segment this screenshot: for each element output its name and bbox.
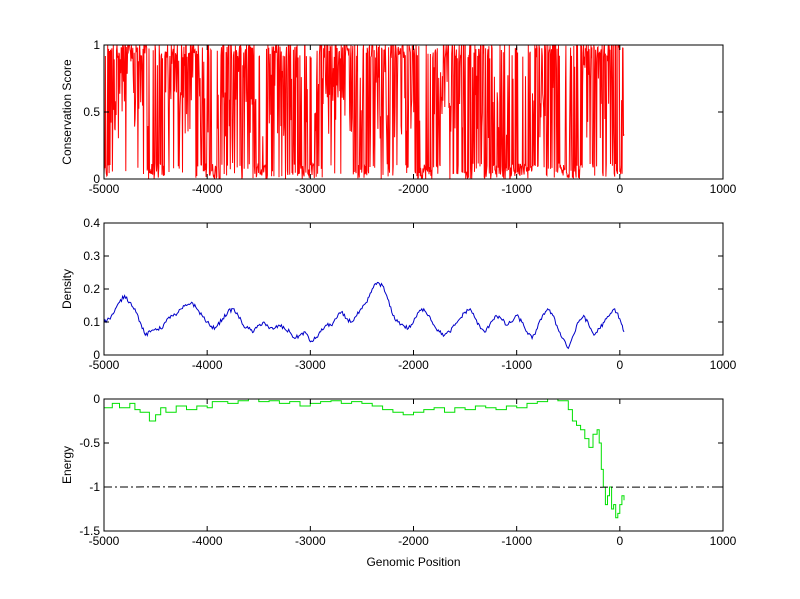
y-tick-label: 0 xyxy=(93,172,100,186)
x-tick-label: 1000 xyxy=(710,534,737,548)
conservation-score-panel: -5000 -4000 -3000 -2000 -1000 0 1000 0 0.5 1 Conse… xyxy=(60,38,737,196)
x-tick-label: -2000 xyxy=(398,358,429,372)
energy-panel: -5000 -4000 -3000 -2000 -1000 0 1000 -1.5 -1 -0.5… xyxy=(60,392,737,569)
x-tick-label: 1000 xyxy=(710,182,737,196)
x-tick-label: -4000 xyxy=(192,358,223,372)
y-tick-label: -1.5 xyxy=(79,524,100,538)
y-tick-label: 0 xyxy=(93,392,100,406)
y-tick-label: 0.3 xyxy=(83,249,100,263)
series-line xyxy=(104,399,625,519)
y-tick-label: 0 xyxy=(93,348,100,362)
y-tick-label: 0.2 xyxy=(83,282,100,296)
x-tick-label: -5000 xyxy=(89,182,120,196)
y-tick-label: 0.5 xyxy=(83,105,100,119)
x-tick-label: -5000 xyxy=(89,358,120,372)
x-tick-label: 1000 xyxy=(710,358,737,372)
y-tick-label: 0.1 xyxy=(83,315,100,329)
x-tick-label: -4000 xyxy=(192,182,223,196)
x-tick-label: -1000 xyxy=(501,534,532,548)
series-line xyxy=(104,486,723,488)
axes-box xyxy=(103,398,724,532)
x-tick-label: -3000 xyxy=(295,534,326,548)
x-tick-label: 0 xyxy=(616,534,623,548)
x-tick-label: -5000 xyxy=(89,534,120,548)
series-line xyxy=(104,45,625,179)
y-axis-label: Energy xyxy=(60,446,74,484)
y-axis-label: Conservation Score xyxy=(60,59,74,165)
x-tick-label: -4000 xyxy=(192,534,223,548)
x-axis-label: Genomic Position xyxy=(366,555,460,569)
density-panel: -5000 -4000 -3000 -2000 -1000 0 1000 0 0.1 0.2 0.3… xyxy=(60,216,737,372)
y-tick-label: -1 xyxy=(89,480,100,494)
y-tick-label: -0.5 xyxy=(79,436,100,450)
x-tick-label: -1000 xyxy=(501,358,532,372)
x-tick-label: -3000 xyxy=(295,358,326,372)
x-tick-label: -2000 xyxy=(398,534,429,548)
series-line xyxy=(104,281,625,350)
y-tick-label: 0.4 xyxy=(83,216,100,230)
x-tick-label: 0 xyxy=(616,358,623,372)
y-axis-label: Density xyxy=(60,269,74,309)
x-tick-label: 0 xyxy=(616,182,623,196)
axes-box xyxy=(103,222,724,356)
x-tick-label: -3000 xyxy=(295,182,326,196)
x-tick-label: -1000 xyxy=(501,182,532,196)
x-tick-label: -2000 xyxy=(398,182,429,196)
y-tick-label: 1 xyxy=(93,38,100,52)
